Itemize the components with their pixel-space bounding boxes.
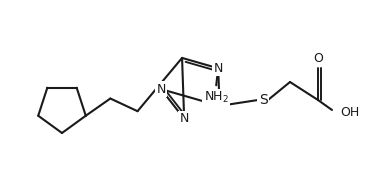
Text: O: O — [313, 52, 323, 65]
Text: S: S — [259, 93, 268, 107]
Text: N: N — [180, 112, 189, 125]
Text: N: N — [156, 83, 166, 96]
Text: NH$_2$: NH$_2$ — [204, 90, 229, 105]
Text: OH: OH — [340, 105, 359, 118]
Text: N: N — [214, 62, 223, 75]
